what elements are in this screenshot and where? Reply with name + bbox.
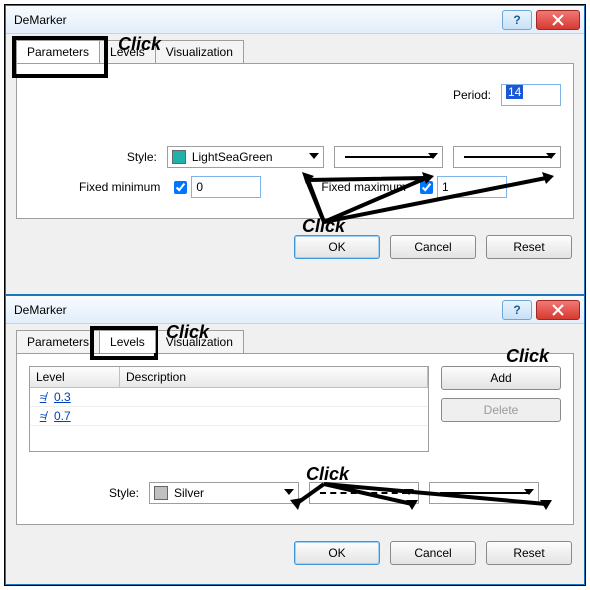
levels-table-header: Level Description <box>30 367 428 388</box>
reset-button[interactable]: Reset <box>486 541 572 565</box>
level-icon: ≉ <box>36 409 50 423</box>
reset-button[interactable]: Reset <box>486 235 572 259</box>
tab-bar: Parameters Levels Visualization <box>6 324 584 353</box>
parameters-panel: Period: 14 Style: LightSeaGreen Fixed mi… <box>16 63 574 219</box>
titlebar: DeMarker ? <box>6 6 584 34</box>
fixed-max-input[interactable] <box>437 176 507 198</box>
style-line-select[interactable] <box>334 146 442 168</box>
tab-visualization[interactable]: Visualization <box>155 40 244 63</box>
dialog-title: DeMarker <box>6 13 67 27</box>
col-level[interactable]: Level <box>30 367 120 387</box>
help-button[interactable]: ? <box>502 300 532 320</box>
tab-parameters[interactable]: Parameters <box>16 40 100 63</box>
tab-visualization[interactable]: Visualization <box>155 330 244 353</box>
fixed-max-label: Fixed maximum <box>321 180 416 194</box>
fixed-min-input[interactable] <box>191 176 261 198</box>
style-width-select[interactable] <box>453 146 561 168</box>
fixed-max-checkbox[interactable] <box>420 181 433 194</box>
close-button[interactable] <box>536 10 580 30</box>
ok-button[interactable]: OK <box>294 541 380 565</box>
levels-panel: Level Description ≉ 0.3 ≉ 0.7 Add Delete S… <box>16 353 574 525</box>
line-preview <box>345 156 431 158</box>
cancel-button[interactable]: Cancel <box>390 235 476 259</box>
fixed-min-checkbox[interactable] <box>174 181 187 194</box>
tab-levels[interactable]: Levels <box>99 40 156 63</box>
col-description[interactable]: Description <box>120 367 428 387</box>
fixed-min-label: Fixed minimum <box>79 180 170 194</box>
button-row: OK Cancel Reset <box>6 535 584 577</box>
width-preview <box>464 156 550 158</box>
tab-levels[interactable]: Levels <box>99 330 156 353</box>
add-button[interactable]: Add <box>441 366 561 390</box>
style-color-select[interactable]: LightSeaGreen <box>167 146 325 168</box>
level-value: 0.3 <box>54 390 71 404</box>
period-label: Period: <box>453 88 501 102</box>
width-preview <box>440 492 528 494</box>
level-value: 0.7 <box>54 409 71 423</box>
help-button[interactable]: ? <box>502 10 532 30</box>
levels-table: Level Description ≉ 0.3 ≉ 0.7 <box>29 366 429 452</box>
style-label: Style: <box>29 486 149 500</box>
line-preview <box>320 492 408 494</box>
table-row[interactable]: ≉ 0.7 <box>30 407 428 426</box>
titlebar: DeMarker ? <box>6 296 584 324</box>
color-swatch <box>154 486 168 500</box>
table-row[interactable]: ≉ 0.3 <box>30 388 428 407</box>
color-name: Silver <box>174 486 204 500</box>
style-line-select[interactable] <box>309 482 419 504</box>
tab-parameters[interactable]: Parameters <box>16 330 100 353</box>
style-width-select[interactable] <box>429 482 539 504</box>
demarker-dialog-parameters: DeMarker ? Parameters Levels Visualizati… <box>5 5 585 295</box>
demarker-dialog-levels: DeMarker ? Parameters Levels Visualizati… <box>5 295 585 585</box>
tab-bar: Parameters Levels Visualization <box>6 34 584 63</box>
style-color-select[interactable]: Silver <box>149 482 299 504</box>
cancel-button[interactable]: Cancel <box>390 541 476 565</box>
color-name: LightSeaGreen <box>192 150 273 164</box>
level-icon: ≉ <box>36 390 50 404</box>
color-swatch <box>172 150 186 164</box>
close-button[interactable] <box>536 300 580 320</box>
level-desc <box>120 388 428 406</box>
button-row: OK Cancel Reset <box>6 229 584 271</box>
dialog-title: DeMarker <box>6 303 67 317</box>
delete-button[interactable]: Delete <box>441 398 561 422</box>
style-label: Style: <box>29 150 167 164</box>
period-input[interactable]: 14 <box>501 84 561 106</box>
level-desc <box>120 407 428 425</box>
ok-button[interactable]: OK <box>294 235 380 259</box>
